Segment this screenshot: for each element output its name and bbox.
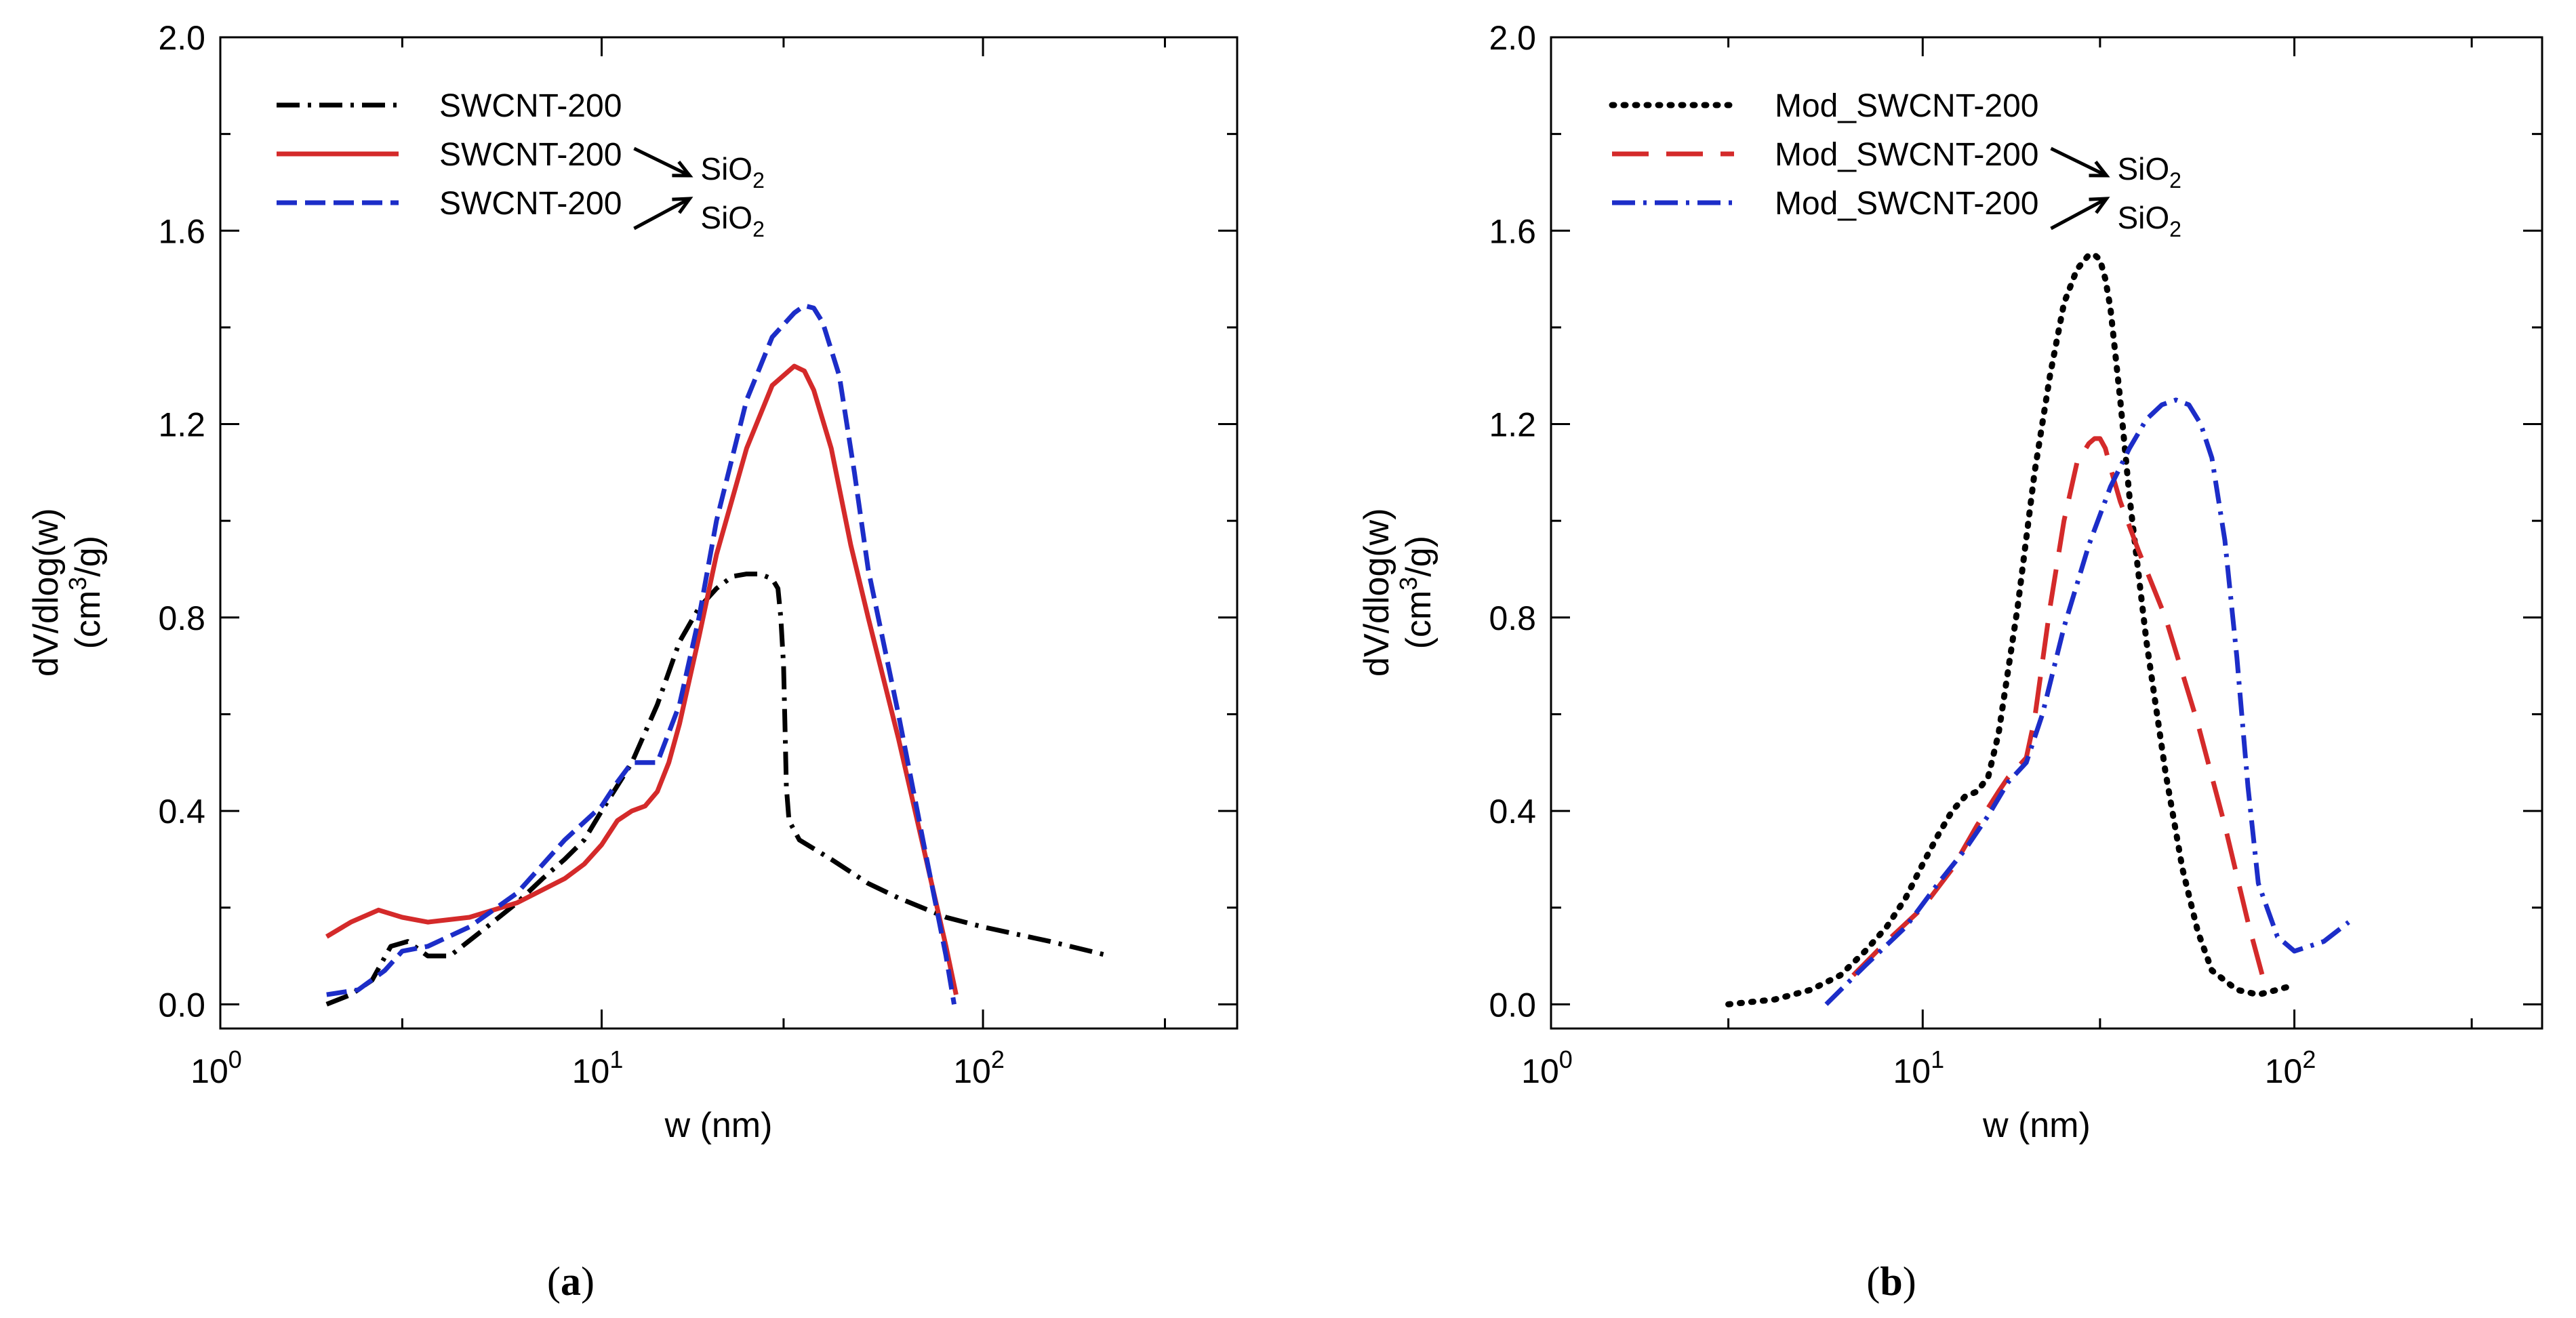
legend-arrow-up (2050, 197, 2108, 231)
plot-frame (1550, 36, 2543, 1030)
y-tick-label: 0.0 (158, 986, 205, 1024)
y-tick-label: 1.6 (158, 212, 205, 250)
x-tick-label: 102 (2265, 1045, 2316, 1090)
legend-suffix-3: SiO2 (700, 200, 764, 241)
legend-label-2: Mod_SWCNT-200 (1775, 137, 2038, 173)
panel-caption: (a) (547, 1259, 595, 1304)
y-tick-label: 0.4 (1489, 793, 1536, 831)
legend: Mod_SWCNT-200 Mod_SWCNT-200 SiO2 Mod_SWCNT-… (1609, 88, 2181, 241)
y-tick-label: 0.8 (1489, 599, 1536, 637)
series-line-1 (1725, 252, 2298, 1007)
legend-suffix-3: SiO2 (2117, 200, 2181, 241)
series-line-1 (325, 572, 1110, 1007)
legend-arrow-head (2089, 197, 2110, 214)
legend-suffix-2: SiO2 (2117, 151, 2181, 193)
legend-arrow-up (633, 197, 691, 231)
y-axis-units: (cm3/g) (64, 536, 108, 649)
legend-arrow-down (2050, 146, 2108, 178)
legend-arrow-down (633, 146, 691, 178)
y-axis-units: (cm3/g) (1394, 536, 1438, 649)
series-line-3 (1824, 397, 2350, 1006)
chart-panel-a: 0.0 0.4 0.8 1.2 1.6 2.0 100 101 102 w (nm) dV/dlog… (26, 19, 1239, 1304)
legend-label-1: Mod_SWCNT-200 (1775, 88, 2038, 124)
legend: SWCNT-200 SWCNT-200 SiO2 SWCNT-200 SiO2 (277, 88, 765, 241)
y-axis-label: dV/dlog(w) (1357, 508, 1396, 677)
y-tick-label: 1.2 (1489, 406, 1536, 444)
x-tick-label: 101 (572, 1045, 624, 1090)
series-line-2 (1851, 436, 2265, 978)
plot-frame (219, 36, 1239, 1030)
legend-suffix-2: SiO2 (700, 151, 764, 193)
y-tick-label: 0.4 (158, 793, 205, 831)
y-tick-label: 0.8 (158, 599, 205, 637)
legend-arrow-head (672, 197, 693, 214)
y-tick-label: 1.6 (1489, 212, 1536, 250)
legend-label-3: Mod_SWCNT-200 (1775, 186, 2038, 222)
legend-label-1: SWCNT-200 (439, 88, 622, 124)
x-tick-label: 100 (1521, 1045, 1573, 1090)
series-line-3 (326, 303, 957, 1005)
y-tick-label: 1.2 (158, 406, 205, 444)
x-tick-label: 102 (953, 1045, 1005, 1090)
legend-arrow-head (672, 161, 693, 178)
y-axis-label: dV/dlog(w) (26, 508, 66, 677)
panel-caption: (b) (1866, 1259, 1916, 1304)
series-line-2 (325, 363, 959, 995)
x-axis-label: w (nm) (1982, 1106, 2091, 1145)
y-tick-label: 2.0 (158, 19, 205, 57)
legend-arrow-head (2089, 161, 2110, 178)
y-tick-label: 0.0 (1489, 986, 1536, 1024)
x-tick-label: 100 (190, 1045, 242, 1090)
legend-label-3: SWCNT-200 (439, 186, 622, 222)
legend-label-2: SWCNT-200 (439, 137, 622, 173)
y-tick-label: 2.0 (1489, 19, 1536, 57)
x-tick-label: 101 (1893, 1045, 1944, 1090)
chart-panel-b: 0.0 0.4 0.8 1.2 1.6 2.0 100 101 102 w (nm) dV/dlog… (1357, 19, 2543, 1304)
x-axis-label: w (nm) (664, 1106, 773, 1145)
